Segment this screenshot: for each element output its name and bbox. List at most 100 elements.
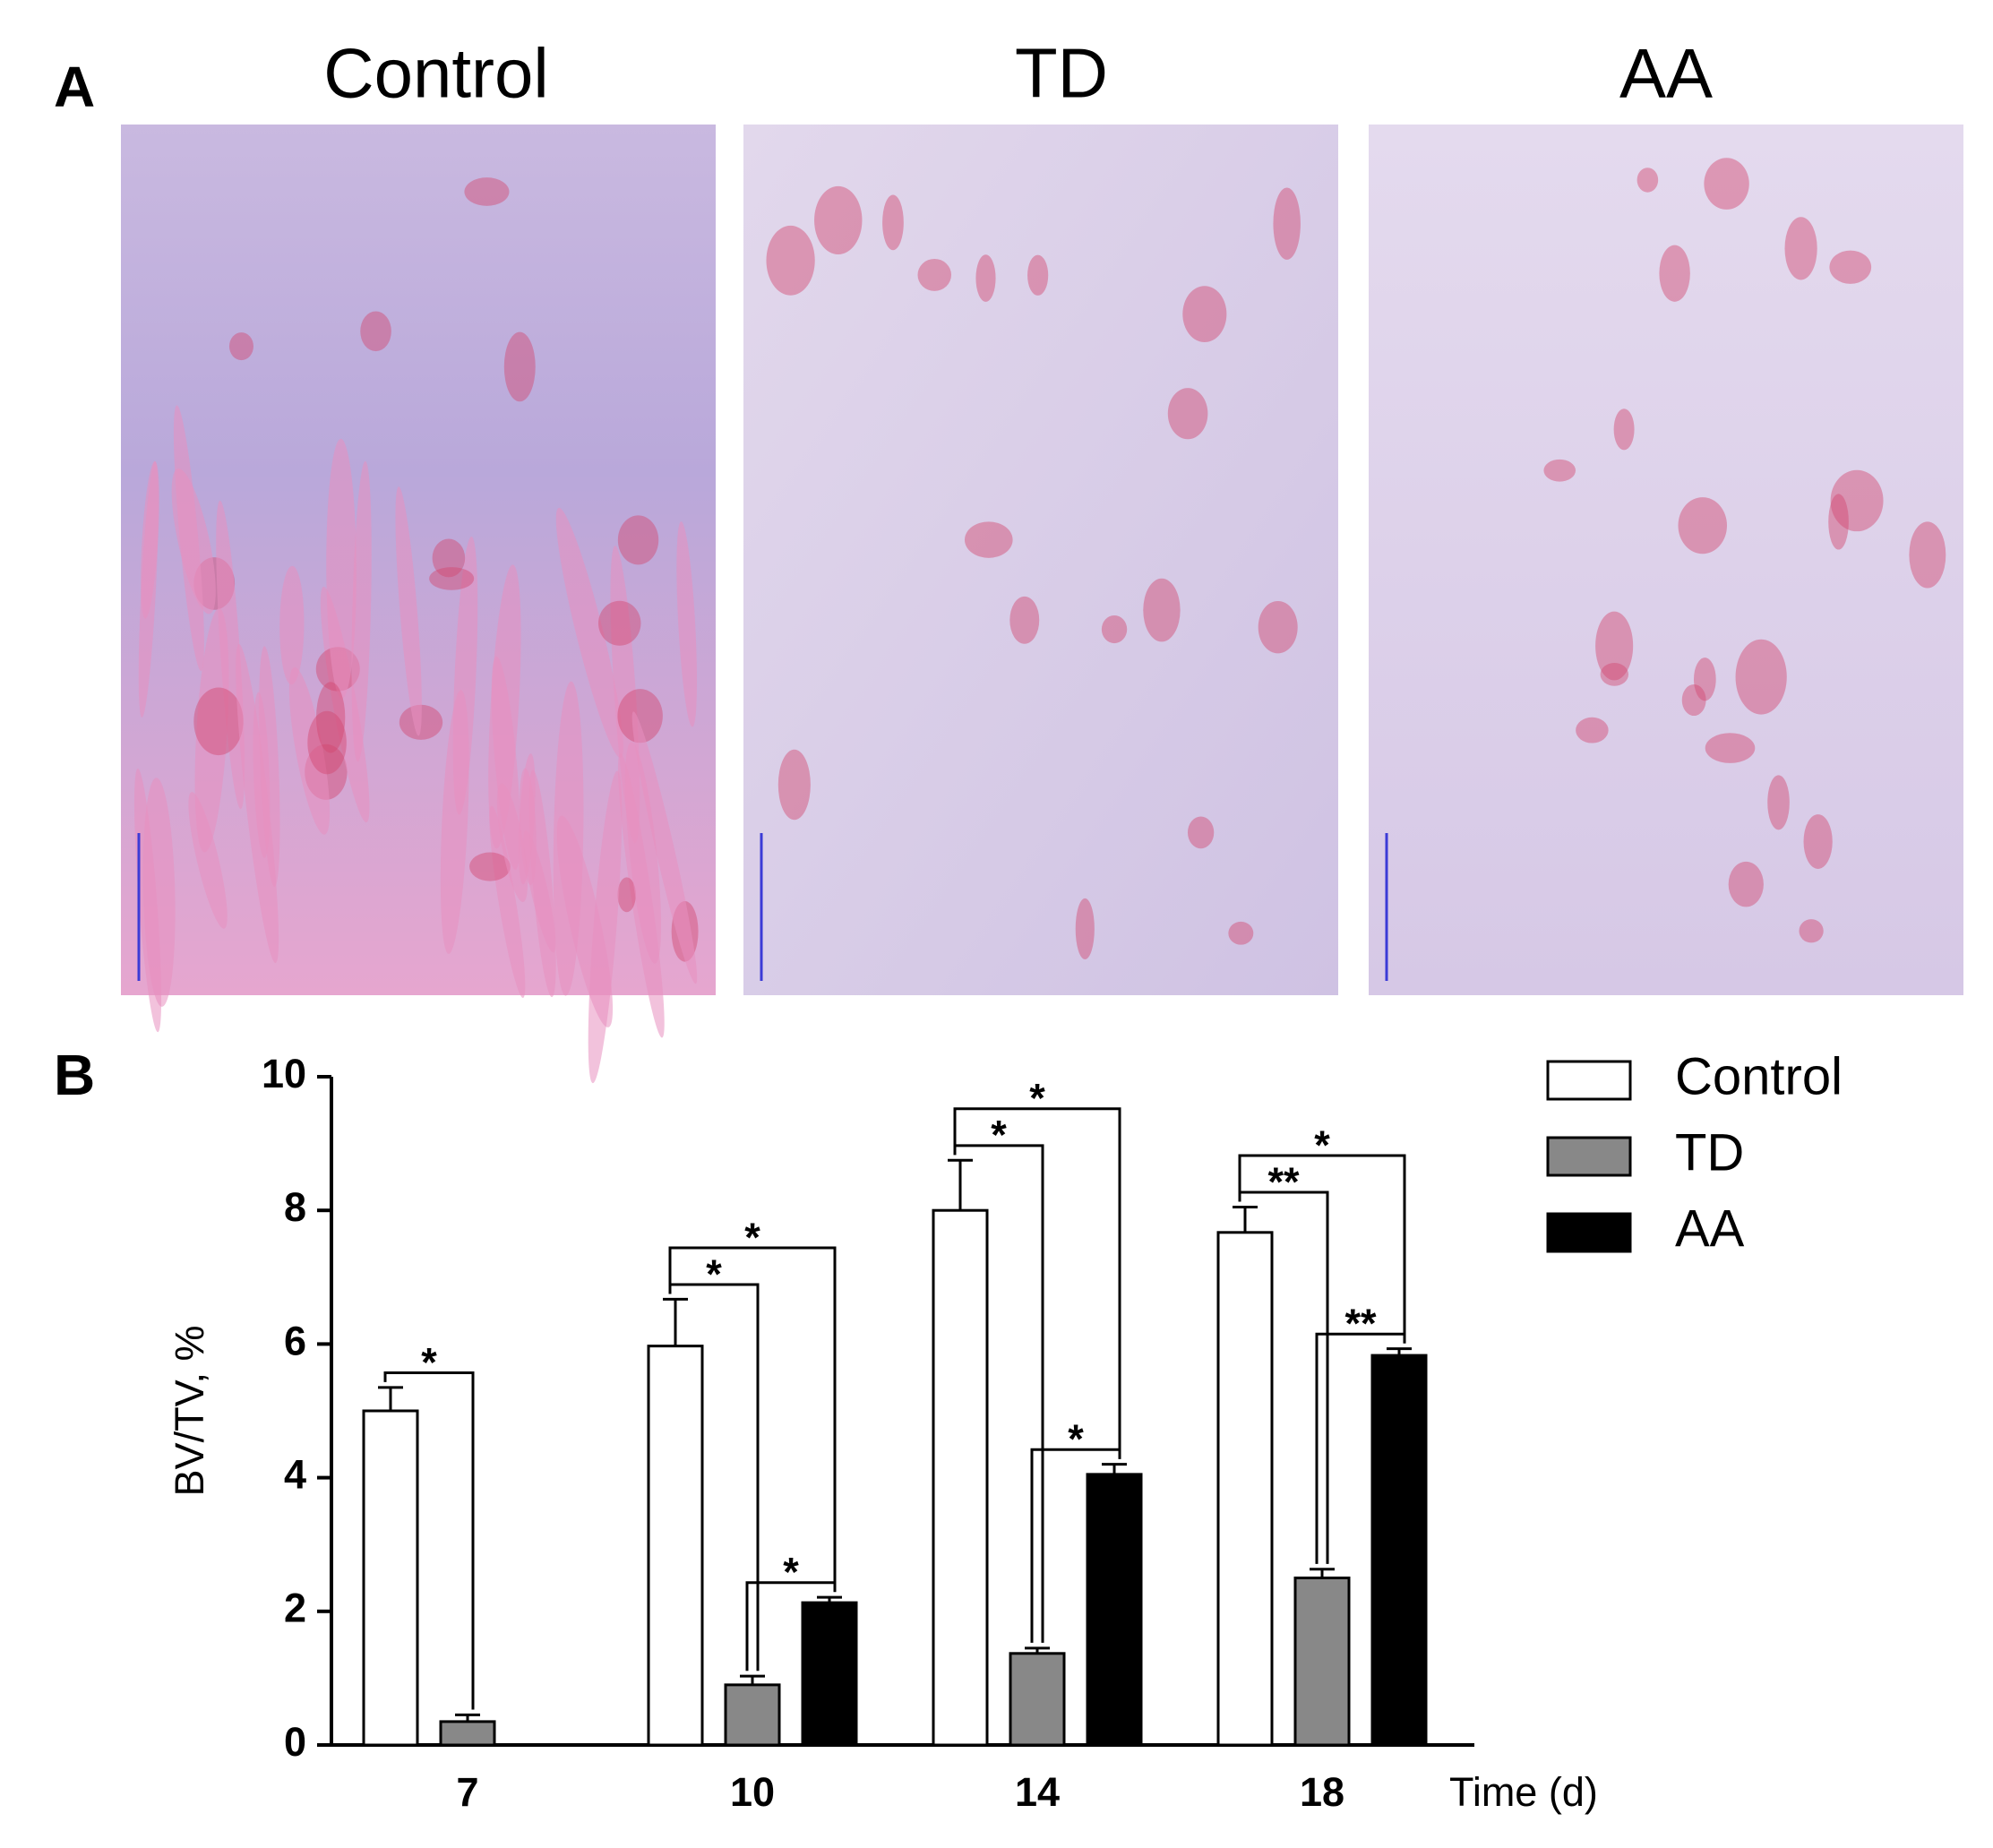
significance-bracket [668, 1246, 837, 1593]
bar [1086, 1473, 1143, 1747]
tissue-streak [519, 768, 537, 886]
tissue-spot [193, 687, 244, 756]
significance-label: * [421, 1339, 437, 1385]
bar [1293, 1577, 1351, 1747]
tissue-spot [1595, 611, 1634, 681]
tissue-spot [777, 749, 811, 821]
y-tick-label: 4 [284, 1451, 306, 1497]
tissue-streak [395, 486, 422, 736]
tissue-spot [1694, 658, 1716, 701]
error-bar [817, 1595, 842, 1603]
image-title: AA [1619, 34, 1713, 113]
tissue-spot [1258, 600, 1298, 654]
tissue-spot [617, 515, 659, 565]
tissue-spot [917, 258, 951, 291]
tissue-spot [1027, 254, 1049, 296]
y-tick-label: 8 [284, 1184, 306, 1230]
tissue-spot [1143, 578, 1181, 642]
bar [439, 1720, 496, 1747]
tissue-spot [882, 194, 904, 251]
error-bar [1025, 1646, 1050, 1654]
error-bar [1102, 1463, 1127, 1474]
tissue-spot [1659, 245, 1690, 302]
bar [362, 1409, 419, 1747]
tissue-spot [1678, 497, 1728, 554]
tissue-streak [631, 711, 698, 984]
bar [1009, 1652, 1066, 1747]
error-bar [740, 1674, 765, 1685]
error-bar [1310, 1568, 1335, 1578]
tissue-spot [597, 600, 641, 646]
significance-label: * [1068, 1416, 1084, 1462]
significance-label: * [1029, 1076, 1045, 1122]
bar [1370, 1354, 1428, 1747]
tissue-spot [975, 254, 996, 302]
significance-bracket [1238, 1154, 1406, 1344]
tissue-spot [1830, 469, 1884, 532]
error-bar [1233, 1205, 1258, 1233]
tissue-streak [138, 461, 159, 718]
tissue-streak [555, 507, 623, 759]
significance-label: * [706, 1251, 722, 1297]
bar [1216, 1231, 1274, 1747]
tissue-spot [307, 710, 347, 775]
x-tick-label: 14 [1015, 1769, 1060, 1815]
tissue-spot [1187, 816, 1215, 849]
tissue-spot [1828, 494, 1849, 550]
tissue-streak [491, 656, 520, 870]
tissue-spot [315, 682, 346, 753]
x-tick-label: 18 [1300, 1769, 1344, 1815]
tissue-spot [1576, 717, 1609, 743]
tissue-spot [432, 538, 466, 578]
tissue-spot [1909, 521, 1946, 589]
y-tick-label: 0 [284, 1719, 306, 1765]
tissue-streak [259, 646, 280, 887]
significance-label: * [744, 1215, 760, 1260]
tissue-spot [1767, 775, 1790, 830]
tissue-streak [489, 805, 526, 998]
tissue-spot [464, 177, 510, 206]
bar [647, 1345, 704, 1747]
error-bar [378, 1386, 403, 1411]
histology-image [1369, 125, 1963, 995]
error-bar [455, 1713, 480, 1722]
tissue-spot [1803, 814, 1833, 869]
error-bar [663, 1297, 688, 1346]
tissue-streak [142, 778, 176, 1007]
significance-bracket [1030, 1448, 1121, 1643]
tissue-spot [1799, 919, 1824, 943]
tissue-spot [1009, 596, 1040, 644]
tissue-spot [1705, 733, 1756, 763]
tissue-spot [1636, 168, 1659, 193]
tissue-spot [1543, 459, 1576, 482]
tissue-spot [1167, 388, 1208, 440]
y-axis-label: BV/TV, % [167, 1326, 212, 1497]
tissue-streak [216, 500, 245, 810]
tissue-streak [553, 681, 584, 996]
tissue-spot [1735, 639, 1787, 715]
x-tick-label: 10 [730, 1769, 775, 1815]
tissue-spot [228, 332, 253, 361]
tissue-streak [288, 666, 331, 835]
tissue-spot [964, 521, 1013, 558]
image-title: Control [323, 34, 548, 113]
tissue-streak [326, 438, 357, 699]
tissue-spot [429, 567, 475, 590]
error-bar [1387, 1347, 1412, 1356]
tissue-spot [1728, 861, 1764, 907]
tissue-spot [617, 877, 636, 913]
significance-label: ** [1267, 1159, 1300, 1205]
significance-label: * [783, 1550, 799, 1595]
tissue-spot [1784, 217, 1817, 280]
legend-label: Control [1675, 1047, 1843, 1105]
x-tick-label: 7 [456, 1769, 478, 1815]
tissue-spot [503, 331, 536, 402]
tissue-spot [1182, 286, 1227, 343]
significance-bracket [953, 1107, 1121, 1459]
error-bar [948, 1158, 973, 1211]
significance-bracket [1315, 1332, 1406, 1564]
tissue-streak [194, 608, 229, 853]
x-axis-label: Time (d) [1449, 1769, 1598, 1815]
